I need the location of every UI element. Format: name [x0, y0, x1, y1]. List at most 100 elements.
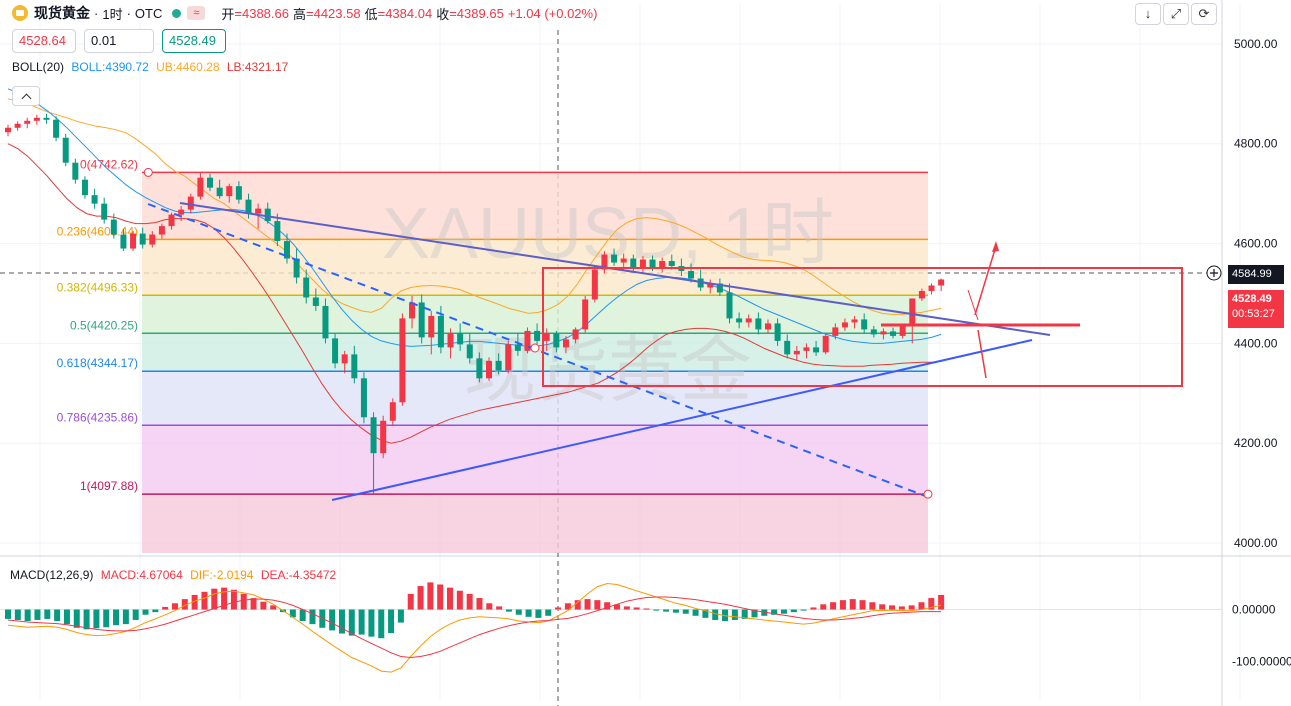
close-label: 收 [436, 6, 450, 22]
macd-histogram-bar [771, 609, 778, 615]
macd-histogram-bar [63, 609, 70, 625]
macd-dif-value: DIF:-2.0194 [190, 568, 254, 582]
macd-histogram-bar [5, 609, 11, 619]
candle-body [803, 347, 810, 351]
macd-histogram-bar [132, 609, 139, 620]
last-price-value: 4528.49 [1232, 293, 1272, 305]
macd-histogram-bar [839, 600, 846, 610]
candle-body [101, 203, 108, 220]
candle-body [312, 297, 319, 306]
candle-body [53, 119, 60, 138]
macd-histogram-bar [171, 603, 178, 610]
macd-histogram-bar [427, 582, 434, 610]
candle-body [466, 344, 473, 359]
macd-histogram-bar [73, 609, 80, 628]
macd-histogram-bar [230, 589, 237, 610]
macd-histogram-bar [790, 609, 797, 613]
macd-dea-value: DEA:-4.35472 [260, 568, 337, 582]
macd-histogram-bar [260, 601, 267, 610]
symbol-name[interactable]: 现货黄金 [34, 5, 90, 21]
interval-label[interactable]: 1时 [102, 6, 123, 22]
macd-histogram-bar [889, 605, 896, 610]
price-axis: 5000.00 4800.00 4600.00 4400.00 4200.00 4000.… [1206, 37, 1291, 669]
candle-body [938, 279, 945, 286]
quantity-input[interactable]: 0.01 [84, 29, 154, 53]
macd-histogram-bar [368, 609, 375, 637]
fib-anchor-end [923, 489, 933, 499]
fib-zone [142, 425, 928, 495]
macd-histogram-bar [142, 609, 149, 615]
fib-level-label: 0.382(4496.33) [57, 280, 138, 294]
fib-level-label: 1(4097.88) [80, 479, 138, 493]
wave-icon[interactable]: ≈ [187, 6, 206, 20]
high-label: 高 [292, 6, 306, 22]
candle-body [591, 269, 598, 300]
candle-body [870, 329, 877, 335]
anchor-point [530, 343, 540, 353]
macd-histogram-bar [44, 609, 51, 619]
candle-body [235, 186, 242, 200]
candle-body [861, 319, 868, 330]
macd-histogram-bar [731, 609, 738, 620]
buy-button[interactable]: 4528.49 [162, 29, 226, 53]
candle-body [332, 338, 339, 364]
candle-body [486, 360, 492, 379]
macd-histogram-bar [191, 594, 198, 610]
candle-body [918, 290, 925, 299]
more-button[interactable]: ⟳ [1191, 3, 1217, 25]
candle-body [726, 292, 733, 319]
candle-body [120, 234, 127, 249]
candlesticks [5, 113, 945, 495]
fib-zone [142, 494, 928, 553]
macd-histogram-bar [486, 603, 493, 610]
macd-histogram-bar [437, 584, 444, 610]
candle-body [168, 214, 175, 227]
sell-button[interactable]: 4528.64 [12, 29, 76, 53]
macd-histogram-bar [555, 607, 562, 610]
fib-level-label: 0.786(4235.86) [57, 410, 138, 424]
trend-drawings [143, 167, 1183, 501]
candle-body [399, 318, 406, 403]
download-button[interactable]: ↓ [1135, 3, 1161, 25]
plus-icon [1210, 269, 1218, 277]
macd-histogram-bar [682, 609, 689, 614]
macd-histogram-bar [849, 599, 856, 610]
arrow-guide [967, 289, 979, 321]
candle-body [5, 127, 11, 133]
exchange-label: OTC [134, 5, 163, 21]
macd-histogram-bar [496, 606, 503, 610]
candle-body [659, 261, 666, 269]
macd-histogram-bar [388, 609, 395, 633]
macd-histogram-bar [810, 607, 817, 610]
boll-upper-value: UB:4460.28 [156, 60, 220, 74]
candle-body [24, 120, 31, 124]
fullscreen-button[interactable]: ⤢ [1163, 3, 1189, 25]
macd-histogram-bar [879, 604, 886, 610]
boll-basis-value: BOLL:4390.72 [71, 60, 149, 74]
candle-body [226, 186, 233, 197]
up-arrow-line [974, 245, 997, 316]
fib-zone [142, 371, 928, 426]
candle-body [524, 330, 531, 351]
fib-zone [142, 172, 928, 240]
collapse-indicators-button[interactable] [12, 86, 40, 106]
macd-legend[interactable]: MACD(12,26,9) MACD:4.67064 DIF:-2.0194 D… [10, 568, 336, 582]
fib-level-label: 0(4742.62) [80, 157, 138, 171]
macd-histogram-bar [594, 600, 601, 610]
candle-body [774, 323, 781, 341]
macd-histogram-bar [643, 608, 650, 610]
candle-body [716, 283, 723, 293]
macd-histogram-bar [505, 609, 512, 612]
macd-dea-line [7, 596, 942, 659]
macd-histogram-bar [859, 600, 866, 610]
macd-histogram-bar [250, 598, 257, 610]
macd-histogram-bar [83, 609, 90, 630]
macd-histogram-bar [407, 593, 414, 610]
macd-histogram-bar [672, 609, 679, 613]
fib-zone [142, 295, 928, 334]
fib-anchor-start [143, 167, 153, 177]
macd-histogram-bar [309, 609, 316, 625]
boll-legend[interactable]: BOLL(20) BOLL:4390.72 UB:4460.28 LB:4321… [12, 60, 288, 74]
macd-name: MACD(12,26,9) [10, 568, 94, 582]
